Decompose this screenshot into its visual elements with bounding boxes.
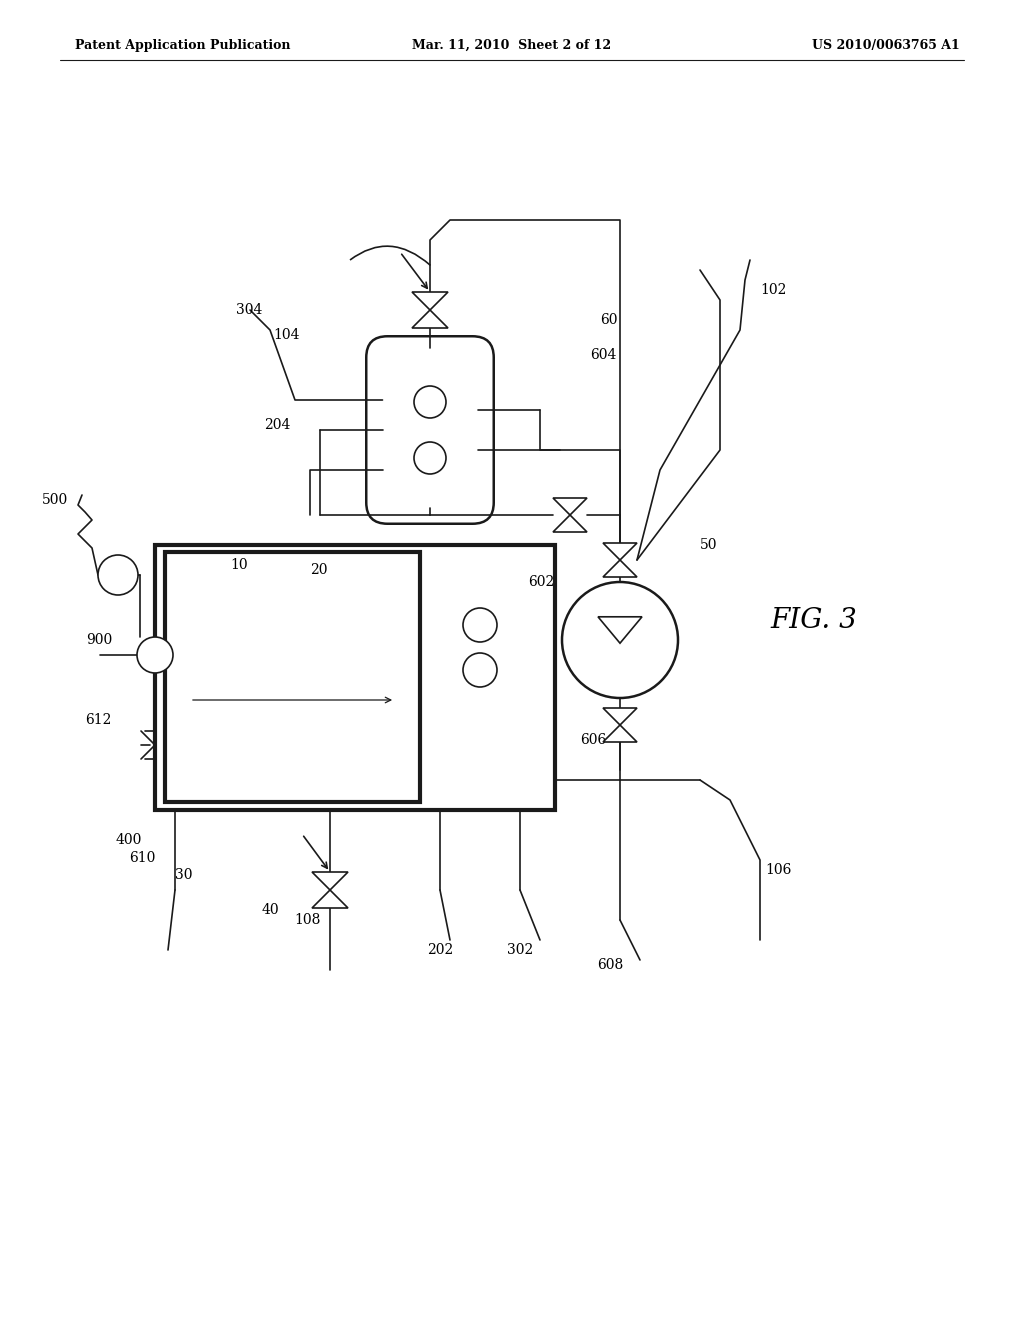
Polygon shape	[553, 498, 587, 515]
Circle shape	[137, 638, 173, 673]
Text: 608: 608	[597, 958, 624, 972]
Text: 50: 50	[700, 539, 718, 552]
Bar	[155, 545, 555, 810]
Circle shape	[414, 442, 446, 474]
Text: 602: 602	[528, 576, 554, 589]
Text: 606: 606	[580, 733, 606, 747]
Text: FIG. 3: FIG. 3	[770, 606, 857, 634]
Text: 604: 604	[590, 348, 616, 362]
Text: 204: 204	[263, 418, 290, 432]
Text: Patent Application Publication: Patent Application Publication	[75, 38, 291, 51]
Text: Mar. 11, 2010  Sheet 2 of 12: Mar. 11, 2010 Sheet 2 of 12	[413, 38, 611, 51]
Polygon shape	[603, 543, 637, 560]
Polygon shape	[312, 873, 348, 890]
Text: 304: 304	[236, 304, 262, 317]
Text: 302: 302	[507, 942, 534, 957]
Circle shape	[463, 609, 497, 642]
Circle shape	[98, 554, 138, 595]
Text: US 2010/0063765 A1: US 2010/0063765 A1	[812, 38, 961, 51]
Text: 30: 30	[175, 869, 193, 882]
Text: 10: 10	[230, 558, 248, 572]
Text: 610: 610	[129, 851, 155, 865]
Polygon shape	[412, 310, 449, 327]
Circle shape	[562, 582, 678, 698]
Text: 400: 400	[116, 833, 142, 847]
Text: 900: 900	[86, 634, 112, 647]
Text: 102: 102	[760, 282, 786, 297]
Circle shape	[463, 653, 497, 686]
Text: 612: 612	[86, 713, 112, 727]
Text: 108: 108	[295, 913, 322, 927]
Bar	[165, 552, 420, 803]
Text: 104: 104	[273, 327, 300, 342]
Polygon shape	[603, 725, 637, 742]
Polygon shape	[603, 708, 637, 725]
Polygon shape	[553, 515, 587, 532]
Text: 20: 20	[310, 564, 328, 577]
Text: 202: 202	[427, 942, 454, 957]
Polygon shape	[312, 890, 348, 908]
Text: 500: 500	[42, 492, 68, 507]
Text: 106: 106	[765, 863, 792, 876]
Polygon shape	[412, 292, 449, 310]
Polygon shape	[598, 616, 642, 643]
Circle shape	[414, 385, 446, 418]
Text: 60: 60	[600, 313, 617, 327]
Text: 40: 40	[261, 903, 279, 917]
Polygon shape	[603, 560, 637, 577]
